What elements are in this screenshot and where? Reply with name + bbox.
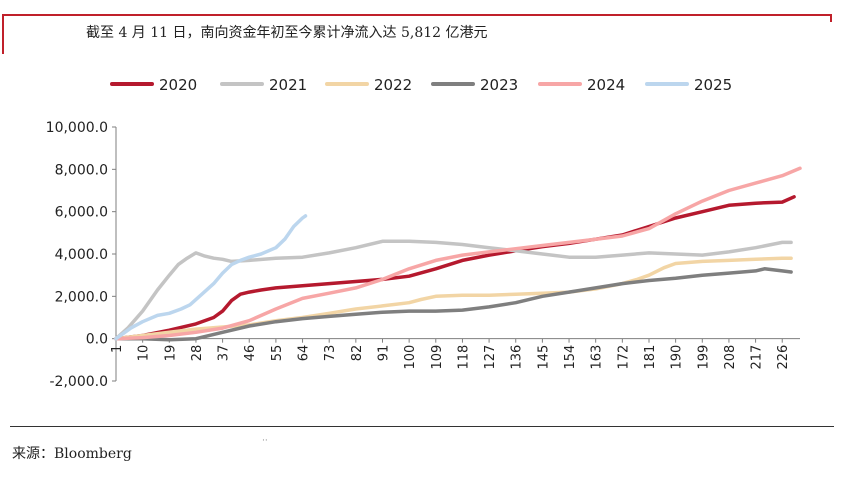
- frame-right-border: [830, 14, 832, 22]
- x-tick-label: 73: [323, 345, 338, 362]
- x-tick-label: 64: [297, 345, 312, 362]
- y-tick-label: 4,000.0: [55, 247, 108, 263]
- legend-label-2020: 2020: [159, 76, 197, 94]
- x-tick-label: 145: [536, 345, 551, 370]
- x-tick-label: 127: [483, 345, 498, 370]
- x-tick-label: 37: [217, 345, 232, 362]
- x-tick-label: 82: [350, 345, 365, 362]
- legend-label-2023: 2023: [480, 76, 518, 94]
- x-tick-label: 109: [430, 345, 445, 370]
- legend-label-2022: 2022: [374, 76, 412, 94]
- series-line-2025: [114, 214, 308, 341]
- x-tick-label: 46: [243, 345, 258, 362]
- legend-label-2025: 2025: [694, 76, 732, 94]
- x-tick-label: 19: [163, 345, 178, 362]
- series-line-2021: [114, 239, 793, 341]
- x-tick-label: 118: [456, 345, 471, 370]
- line-chart: 2020 2021 2022 2023 2024 2025 -2,000.0 0.0 2,00…: [46, 76, 802, 390]
- source-mark: ··: [262, 436, 268, 446]
- x-tick-label: 100: [403, 345, 418, 370]
- x-tick-label: 172: [616, 345, 631, 370]
- x-tick-label: 136: [510, 345, 525, 370]
- series-line-2022: [114, 256, 793, 341]
- x-tick-label: 190: [670, 345, 685, 370]
- y-tick-label: 2,000.0: [55, 289, 108, 305]
- x-tick-label: 208: [723, 345, 738, 370]
- source-note: 来源：Bloomberg: [12, 446, 132, 462]
- y-tick-label: -2,000.0: [50, 374, 109, 390]
- series-line-2024: [114, 166, 802, 341]
- x-tick-label: 1: [110, 345, 125, 353]
- x-tick-label: 55: [270, 345, 285, 362]
- legend-label-2021: 2021: [269, 76, 307, 94]
- y-tick-label: 10,000.0: [46, 120, 108, 136]
- x-tick-label: 199: [696, 345, 711, 370]
- chart-legend: 2020 2021 2022 2023 2024 2025: [110, 76, 732, 94]
- y-tick-label: 6,000.0: [55, 205, 108, 221]
- x-tick-label: 28: [190, 345, 205, 362]
- x-tick-label: 226: [776, 345, 791, 370]
- plot-area: -2,000.0 0.0 2,000.0 4,000.0 6,000.0 8,000.0 1…: [46, 120, 802, 390]
- chart-subtitle: 截至 4 月 11 日，南向资金年初至今累计净流入达 5,812 亿港元: [86, 25, 488, 41]
- footer-divider: [10, 426, 834, 427]
- frame-left-border: [2, 14, 4, 54]
- y-tick-label: 0.0: [86, 332, 108, 348]
- x-tick-label: 217: [750, 345, 765, 370]
- x-tick-label: 91: [376, 345, 391, 362]
- x-tick-label: 163: [590, 345, 605, 370]
- frame-top-border: [2, 14, 832, 16]
- legend-label-2024: 2024: [587, 76, 625, 94]
- y-tick-label: 8,000.0: [55, 162, 108, 178]
- x-tick-label: 10: [137, 345, 152, 362]
- series-line-2020: [114, 195, 796, 341]
- x-tick-label: 181: [643, 345, 658, 370]
- x-tick-label: 154: [563, 345, 578, 370]
- series-line-2023: [114, 267, 793, 342]
